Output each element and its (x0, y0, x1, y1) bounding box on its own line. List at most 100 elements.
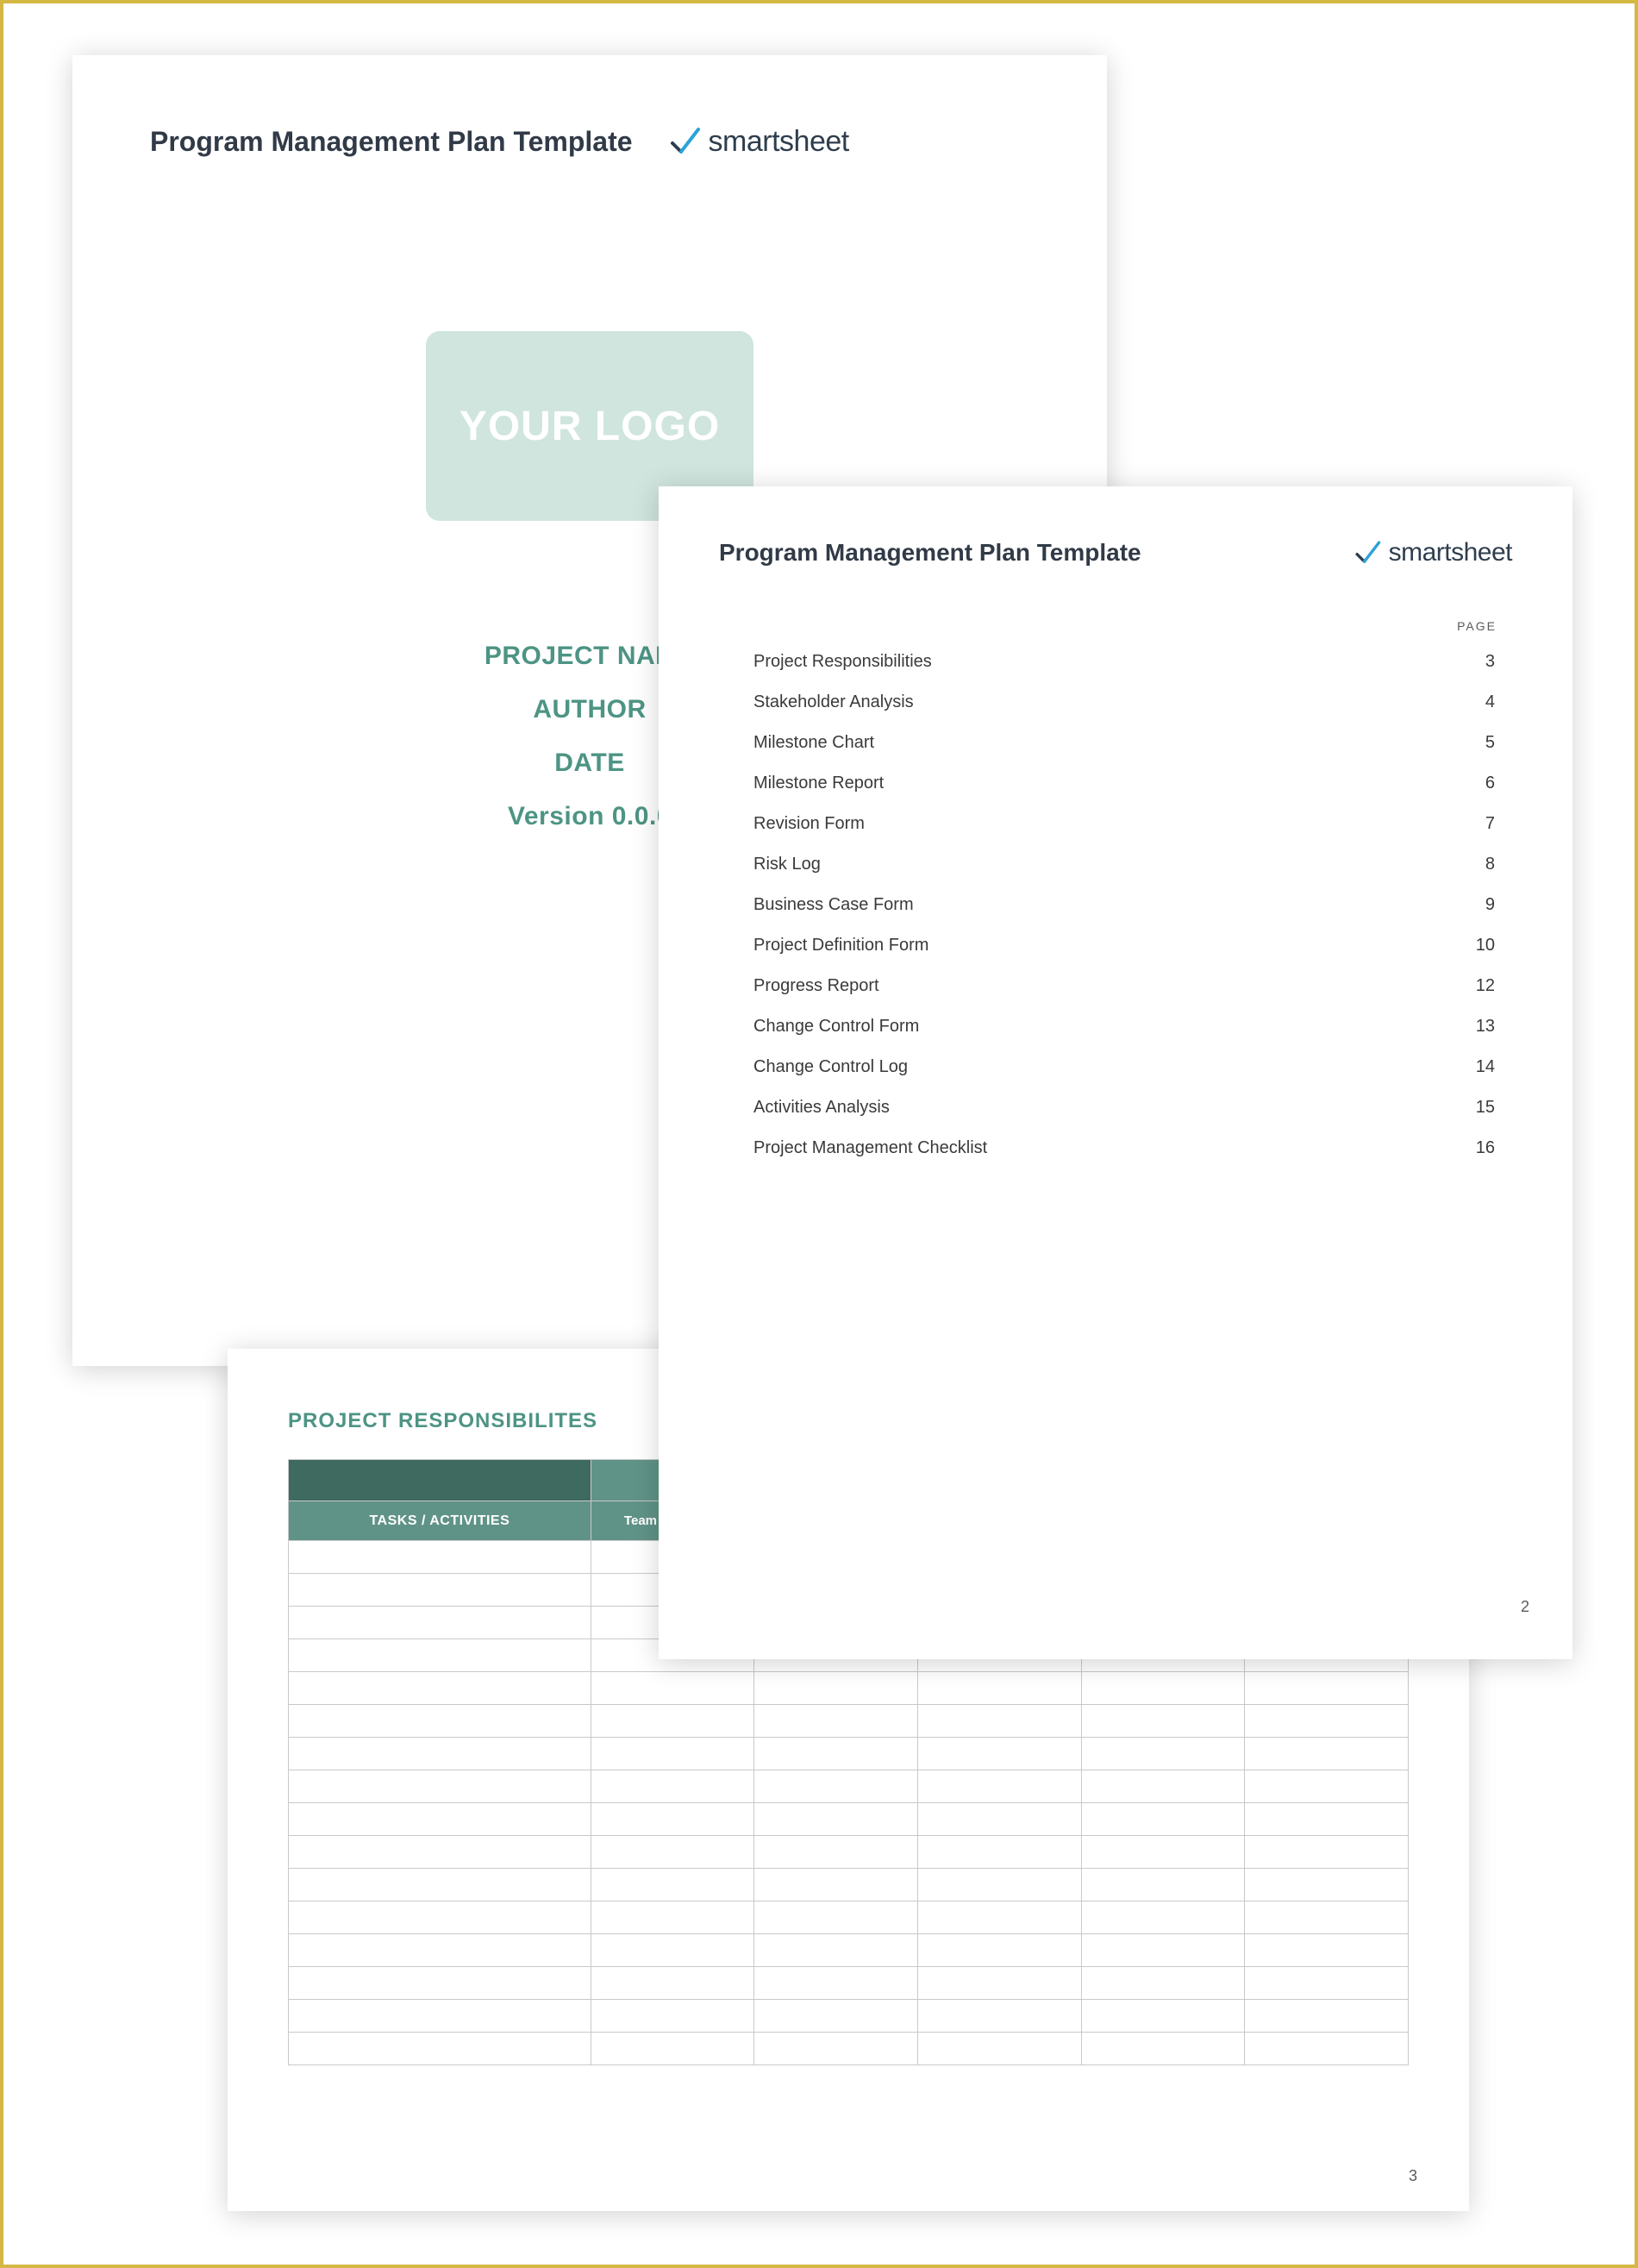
member-cell (754, 1738, 918, 1770)
member-cell (1081, 2000, 1245, 2033)
member-cell (591, 1934, 754, 1967)
member-cell (591, 1869, 754, 1901)
toc-page-number: 15 (1460, 1098, 1495, 1118)
header-blank-cell (289, 1460, 591, 1501)
toc-row: Progress Report12 (719, 966, 1512, 1006)
member-cell (1245, 2000, 1409, 2033)
member-cell (1081, 1934, 1245, 1967)
member-cell (591, 1770, 754, 1803)
table-row (289, 2000, 1409, 2033)
member-cell (918, 1738, 1082, 1770)
member-cell (1081, 1967, 1245, 2000)
member-cell (1245, 1836, 1409, 1869)
table-row (289, 1705, 1409, 1738)
table-row (289, 1738, 1409, 1770)
member-cell (754, 1934, 918, 1967)
member-cell (591, 2000, 754, 2033)
checkmark-icon (667, 124, 702, 159)
member-cell (591, 1672, 754, 1705)
cover-header: Program Management Plan Template smartsh… (150, 124, 1029, 159)
toc-header: Program Management Plan Template smartsh… (719, 538, 1512, 567)
member-cell (918, 1803, 1082, 1836)
member-cell (754, 1705, 918, 1738)
member-cell (1081, 1770, 1245, 1803)
toc-page: Program Management Plan Template smartsh… (659, 486, 1572, 1659)
toc-page-number: 3 (1460, 652, 1495, 672)
toc-page-number: 5 (1460, 733, 1495, 753)
member-cell (918, 2033, 1082, 2065)
member-cell (754, 2000, 918, 2033)
toc-label: Change Control Form (753, 1017, 919, 1037)
member-cell (1245, 1934, 1409, 1967)
member-cell (918, 1869, 1082, 1901)
member-cell (1245, 1901, 1409, 1934)
task-cell (289, 1705, 591, 1738)
smartsheet-logo: smartsheet (667, 124, 849, 159)
smartsheet-wordmark: smartsheet (709, 125, 849, 159)
toc-label: Stakeholder Analysis (753, 692, 914, 712)
member-cell (918, 1672, 1082, 1705)
member-cell (918, 1770, 1082, 1803)
task-cell (289, 1934, 591, 1967)
member-cell (1081, 1869, 1245, 1901)
checkmark-icon (1353, 538, 1382, 567)
member-cell (591, 2033, 754, 2065)
page-number: 3 (1409, 2167, 1417, 2185)
toc-title: Program Management Plan Template (719, 539, 1141, 567)
toc-label: Risk Log (753, 855, 821, 874)
smartsheet-logo: smartsheet (1353, 538, 1512, 567)
toc-row: Change Control Log14 (719, 1047, 1512, 1087)
table-row (289, 1836, 1409, 1869)
toc-page-number: 7 (1460, 814, 1495, 834)
table-row (289, 1901, 1409, 1934)
task-cell (289, 1607, 591, 1639)
toc-label: Activities Analysis (753, 1098, 890, 1118)
member-cell (591, 1738, 754, 1770)
member-cell (754, 2033, 918, 2065)
member-cell (1081, 1803, 1245, 1836)
smartsheet-wordmark: smartsheet (1389, 538, 1512, 567)
member-cell (591, 1803, 754, 1836)
toc-page-number: 16 (1460, 1138, 1495, 1158)
toc-row: Milestone Chart5 (719, 723, 1512, 763)
member-cell (591, 1836, 754, 1869)
task-cell (289, 1901, 591, 1934)
toc-list: Project Responsibilities3Stakeholder Ana… (719, 642, 1512, 1168)
member-cell (754, 1672, 918, 1705)
toc-label: Revision Form (753, 814, 865, 834)
member-cell (1245, 1705, 1409, 1738)
toc-row: Revision Form 7 (719, 804, 1512, 844)
task-cell (289, 1738, 591, 1770)
toc-row: Stakeholder Analysis4 (719, 682, 1512, 723)
member-cell (754, 1770, 918, 1803)
toc-page-number: 9 (1460, 895, 1495, 915)
toc-page-column-header: PAGE (719, 619, 1512, 633)
task-cell (289, 1770, 591, 1803)
toc-label: Milestone Report (753, 774, 884, 793)
member-cell (1245, 2033, 1409, 2065)
toc-row: Project Definition Form10 (719, 925, 1512, 966)
member-cell (1081, 1901, 1245, 1934)
member-cell (754, 1836, 918, 1869)
task-cell (289, 1574, 591, 1607)
task-cell (289, 1541, 591, 1574)
toc-page-number: 14 (1460, 1057, 1495, 1077)
table-row (289, 1869, 1409, 1901)
cover-title: Program Management Plan Template (150, 126, 633, 158)
toc-row: Milestone Report6 (719, 763, 1512, 804)
table-row (289, 1934, 1409, 1967)
member-cell (1245, 1869, 1409, 1901)
toc-row: Project Responsibilities3 (719, 642, 1512, 682)
task-cell (289, 1639, 591, 1672)
member-cell (754, 1901, 918, 1934)
toc-row: Risk Log8 (719, 844, 1512, 885)
member-cell (1245, 1967, 1409, 2000)
task-cell (289, 1836, 591, 1869)
task-cell (289, 2033, 591, 2065)
member-cell (754, 1803, 918, 1836)
task-cell (289, 1672, 591, 1705)
toc-row: Change Control Form13 (719, 1006, 1512, 1047)
member-cell (754, 1869, 918, 1901)
member-cell (591, 1901, 754, 1934)
tasks-header: TASKS / ACTIVITIES (289, 1501, 591, 1541)
